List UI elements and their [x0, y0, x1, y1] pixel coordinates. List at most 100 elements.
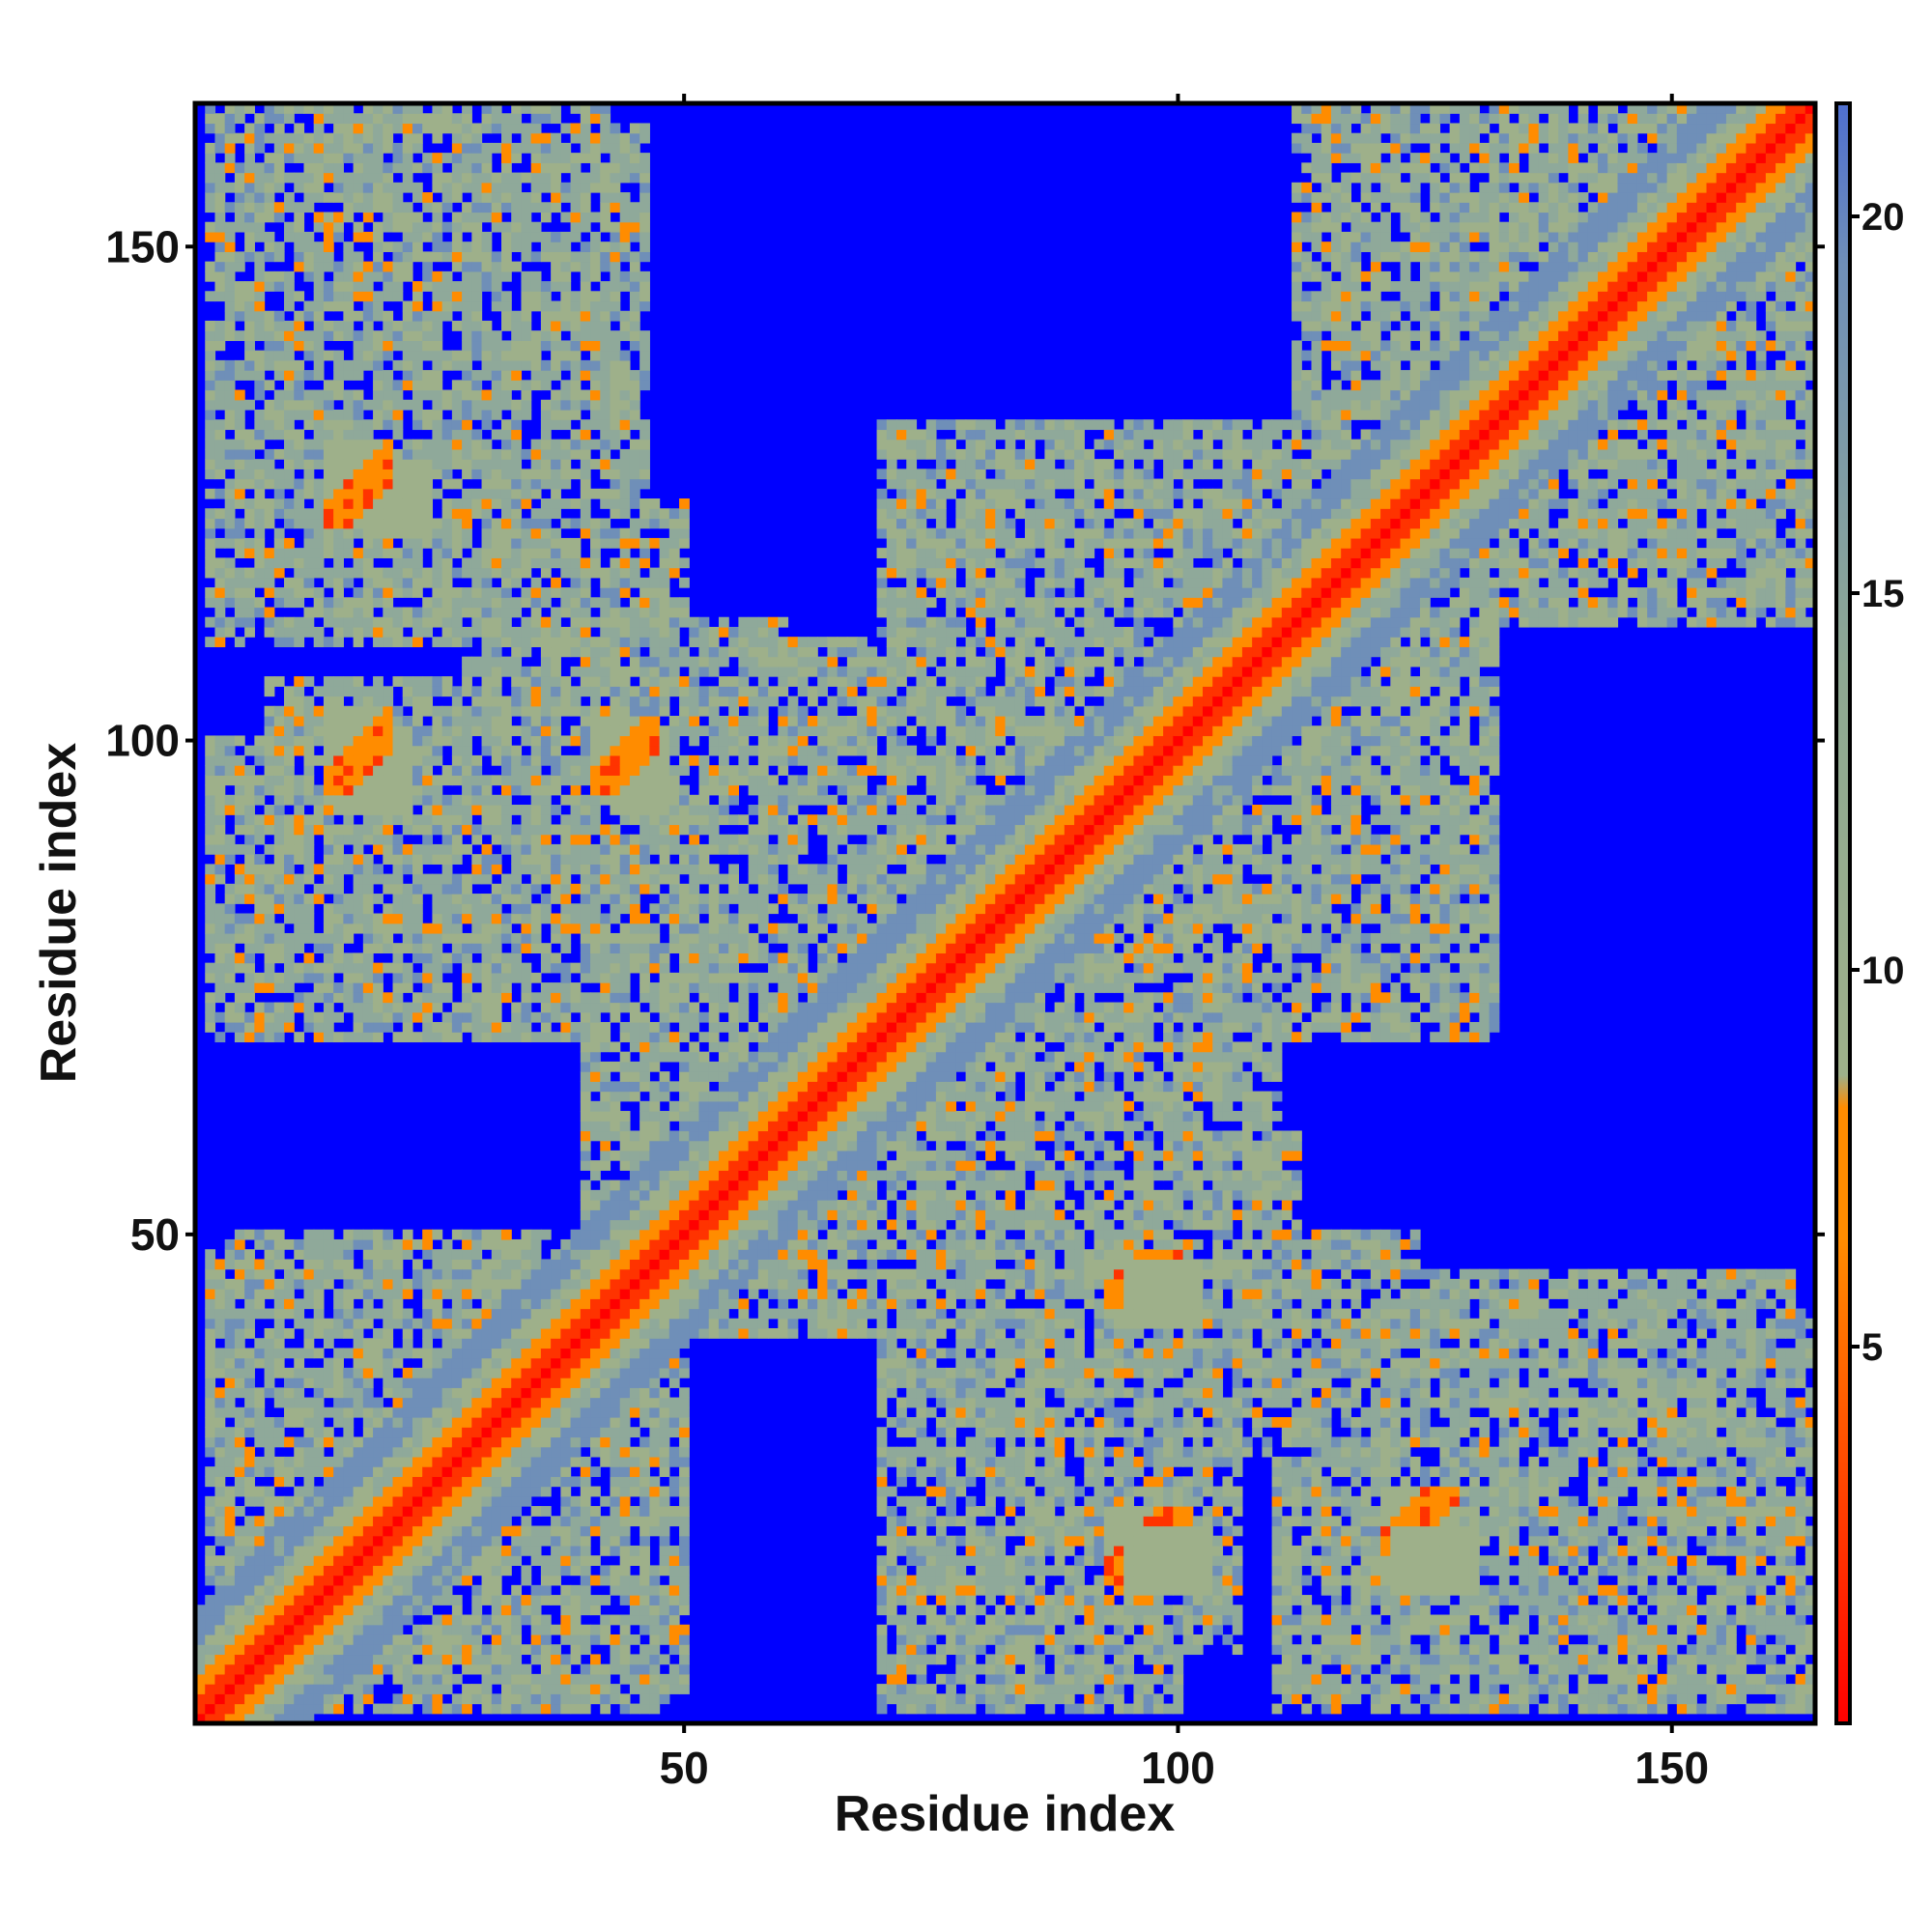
heatmap-cell [402, 1397, 413, 1408]
heatmap-cell [402, 261, 413, 272]
heatmap-cell [491, 903, 502, 915]
heatmap-cell [551, 1654, 561, 1665]
heatmap-cell [323, 448, 334, 460]
heatmap-cell [422, 1446, 434, 1458]
heatmap-cell [481, 469, 493, 480]
heatmap-cell [383, 518, 394, 529]
heatmap-cell [422, 1595, 434, 1605]
heatmap-cell [551, 251, 561, 263]
heatmap-cell [481, 735, 493, 747]
heatmap-cell [511, 1259, 523, 1270]
heatmap-cell [264, 192, 275, 203]
heatmap-cell [462, 202, 472, 213]
heatmap-cell [530, 824, 542, 836]
heatmap-cell [412, 843, 423, 855]
heatmap-cell [402, 686, 413, 697]
heatmap-cell [392, 952, 404, 964]
heatmap-cell [214, 448, 226, 460]
heatmap-cell [560, 567, 572, 579]
heatmap-cell [471, 567, 483, 579]
heatmap-cell [540, 705, 552, 717]
heatmap-cell [441, 1387, 453, 1399]
heatmap-cell [224, 626, 236, 638]
heatmap-cell [383, 202, 394, 213]
heatmap-cell [343, 616, 355, 628]
heatmap-cell [303, 103, 315, 114]
heatmap-cell [284, 715, 295, 726]
heatmap-cell [432, 1684, 443, 1694]
heatmap-cell [353, 972, 364, 983]
heatmap-cell [580, 518, 591, 529]
heatmap-cell [343, 1406, 355, 1418]
heatmap-cell [333, 448, 344, 460]
heatmap-cell [333, 1595, 344, 1605]
heatmap-cell [383, 745, 394, 756]
heatmap-cell [353, 1367, 364, 1378]
heatmap-cell [323, 103, 334, 114]
heatmap-cell [500, 1693, 512, 1705]
heatmap-cell [451, 548, 463, 558]
heatmap-cell [432, 1595, 443, 1605]
heatmap-cell [540, 735, 552, 747]
heatmap-cell [383, 399, 394, 411]
heatmap-cell [254, 1238, 266, 1250]
heatmap-cell [303, 1417, 315, 1428]
heatmap-cell [481, 1565, 493, 1577]
heatmap-cell [412, 1466, 423, 1477]
heatmap-cell [521, 1387, 532, 1399]
heatmap-cell [383, 814, 394, 826]
heatmap-cell [471, 389, 483, 401]
heatmap-cell [224, 488, 236, 499]
heatmap-cell [570, 1673, 582, 1685]
heatmap-cell [353, 1634, 364, 1645]
heatmap-cell [313, 1249, 325, 1260]
heatmap-cell [362, 725, 374, 737]
heatmap-cell [273, 132, 285, 144]
heatmap-cell [481, 1495, 493, 1507]
heatmap-cell [500, 488, 512, 499]
heatmap-cell [214, 1663, 226, 1675]
heatmap-cell [402, 1584, 413, 1596]
heatmap-cell [432, 784, 443, 796]
heatmap-cell [600, 982, 611, 993]
heatmap-cell [373, 1229, 384, 1240]
heatmap-cell [392, 864, 404, 875]
heatmap-cell [392, 1634, 404, 1645]
heatmap-cell [530, 735, 542, 747]
heatmap-cell [254, 498, 266, 509]
heatmap-cell [412, 1605, 423, 1616]
heatmap-cell [432, 370, 443, 381]
heatmap-cell [471, 1644, 483, 1656]
heatmap-cell [551, 992, 561, 1004]
heatmap-cell [195, 1673, 206, 1685]
heatmap-cell [214, 1516, 226, 1527]
heatmap-cell [432, 1436, 443, 1448]
heatmap-cell [491, 340, 502, 352]
heatmap-cell [590, 488, 601, 499]
heatmap-cell [402, 854, 413, 865]
heatmap-cell [481, 894, 493, 904]
heatmap-cell [481, 864, 493, 875]
heatmap-cell [530, 380, 542, 391]
heatmap-cell [560, 1466, 572, 1477]
heatmap-cell [600, 923, 611, 934]
heatmap-cell [303, 1486, 315, 1497]
heatmap-cell [402, 637, 413, 648]
heatmap-cell [471, 439, 483, 450]
heatmap-cell [462, 1575, 472, 1586]
heatmap-cell [530, 923, 542, 934]
heatmap-cell [303, 715, 315, 726]
heatmap-cell [362, 715, 374, 726]
heatmap-cell [373, 488, 384, 499]
heatmap-cell [264, 626, 275, 638]
heatmap-cell [353, 923, 364, 934]
heatmap-cell [471, 686, 483, 697]
heatmap-cell [234, 814, 245, 826]
heatmap-cell [353, 1486, 364, 1497]
heatmap-cell [590, 666, 601, 677]
heatmap-cell [343, 1673, 355, 1685]
heatmap-cell [284, 448, 295, 460]
heatmap-cell [521, 932, 532, 944]
heatmap-cell [402, 340, 413, 352]
heatmap-cell [264, 242, 275, 252]
